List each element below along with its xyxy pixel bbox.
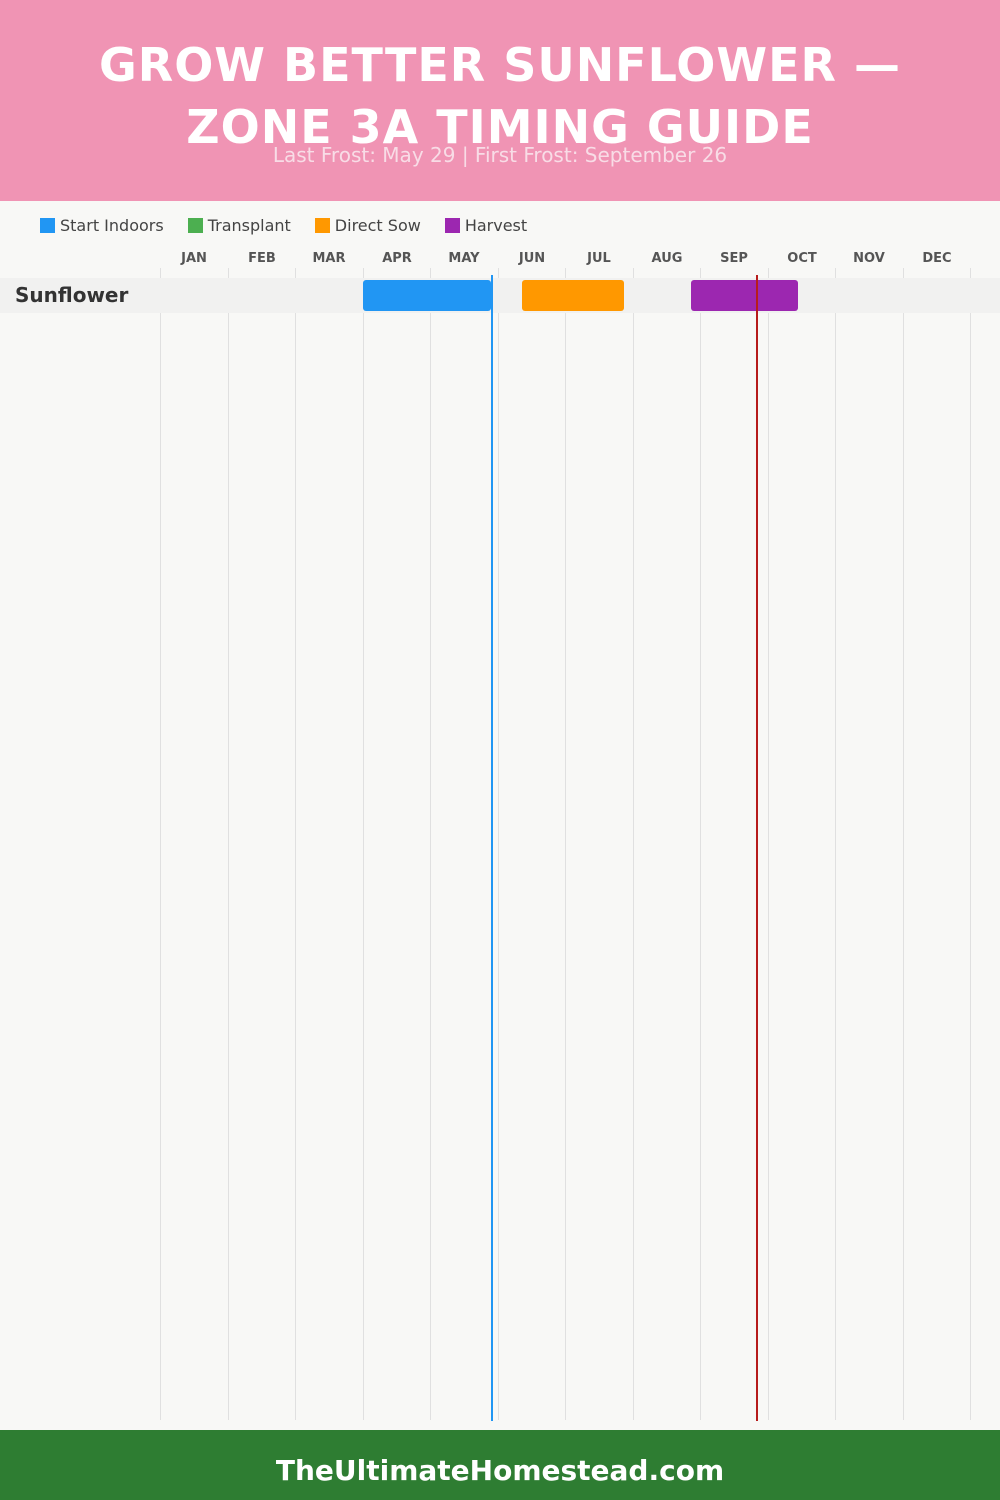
footer-site-link[interactable]: TheUltimateHomestead.com	[275, 1454, 725, 1487]
plant-row	[0, 278, 1000, 313]
month-gridline	[295, 268, 296, 1420]
month-label-jun: JUN	[518, 251, 546, 266]
month-gridline	[903, 268, 904, 1420]
title-line-2: ZONE 3A TIMING GUIDE	[186, 100, 814, 154]
legend-item-transplant: Transplant	[187, 215, 291, 235]
bar-start-indoors	[363, 280, 491, 311]
legend-swatch-transplant	[187, 217, 203, 233]
month-label-may: MAY	[448, 251, 480, 266]
month-gridline	[228, 268, 229, 1420]
header-banner: GROW BETTER SUNFLOWER — ZONE 3A TIMING G…	[0, 0, 1000, 201]
last-frost-line	[491, 275, 493, 1421]
month-label-nov: NOV	[853, 251, 885, 266]
legend-item-start-indoors: Start Indoors	[40, 216, 164, 235]
month-gridline	[700, 268, 701, 1420]
legend-item-direct-sow: Direct Sow	[314, 215, 421, 235]
month-label-aug: AUG	[651, 251, 683, 266]
legend-swatch-start-indoors	[40, 217, 55, 233]
legend-swatch-harvest	[444, 217, 460, 233]
month-gridline	[565, 268, 566, 1420]
month-gridline	[430, 268, 431, 1420]
month-gridline	[633, 268, 634, 1420]
legend-item-harvest: Harvest	[444, 215, 528, 235]
month-gridline	[498, 268, 499, 1420]
month-gridline	[768, 268, 769, 1420]
month-label-sep: SEP	[720, 251, 748, 266]
month-label-apr: APR	[382, 251, 412, 266]
month-gridline	[363, 268, 364, 1420]
legend-label-direct-sow: Direct Sow	[334, 215, 421, 235]
month-label-jul: JUL	[587, 251, 611, 266]
first-frost-line	[756, 275, 758, 1421]
month-label-oct: OCT	[787, 251, 817, 266]
month-label-dec: DEC	[922, 251, 952, 266]
bar-harvest	[691, 280, 798, 311]
bar-direct-sow	[522, 280, 624, 311]
frost-dates-subtitle: Last Frost: May 29 | First Frost: Septem…	[272, 143, 728, 167]
month-gridline	[160, 268, 161, 1420]
chart-legend: Start Indoors Transplant Direct Sow Harv…	[40, 214, 551, 236]
legend-swatch-direct-sow	[314, 217, 330, 233]
month-label-feb: FEB	[248, 251, 276, 266]
title-line-1: GROW BETTER SUNFLOWER —	[99, 38, 901, 92]
plant-name: Sunflower	[15, 283, 129, 307]
page-title: GROW BETTER SUNFLOWER — ZONE 3A TIMING G…	[0, 34, 1000, 158]
legend-label-start-indoors: Start Indoors	[60, 215, 164, 235]
month-label-jan: JAN	[181, 251, 207, 266]
legend-label-transplant: Transplant	[207, 215, 291, 235]
month-gridline	[835, 268, 836, 1420]
footer-banner	[0, 1430, 1000, 1500]
legend-label-harvest: Harvest	[464, 215, 528, 235]
month-gridline	[970, 268, 971, 1420]
month-label-mar: MAR	[312, 251, 346, 266]
